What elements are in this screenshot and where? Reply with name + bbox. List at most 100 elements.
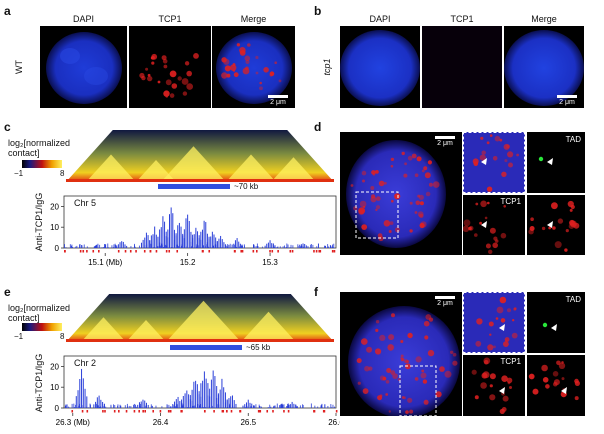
panel-f-label: f bbox=[314, 285, 318, 299]
panel-f-tcp1-label: TCP1 bbox=[500, 357, 521, 366]
annotation-mark bbox=[118, 410, 120, 413]
panel-c-colorbar-title: log₂[normalized contact] bbox=[8, 138, 71, 158]
panel-e-ylabel: Anti-TCP1/IgG bbox=[34, 353, 44, 413]
annotation-mark bbox=[255, 250, 258, 253]
x-tick-label: 15.3 bbox=[262, 258, 278, 267]
tad-domain bbox=[126, 320, 166, 342]
tad-domain bbox=[166, 300, 241, 342]
panel-d-zoom-merge bbox=[463, 132, 525, 193]
panel-f-zoom-merge bbox=[463, 292, 525, 353]
annotation-mark bbox=[287, 410, 290, 413]
y-tick-label: 10 bbox=[50, 223, 59, 232]
annotation-mark bbox=[257, 410, 260, 413]
panel-f-merge-image: 2 μm bbox=[340, 292, 462, 416]
annotation-mark bbox=[291, 250, 294, 253]
y-tick-label: 0 bbox=[55, 404, 60, 413]
annotation-mark bbox=[113, 410, 116, 413]
panel-d-label: d bbox=[314, 120, 322, 134]
annotation-mark bbox=[319, 250, 322, 253]
panel-c-span-label: ~70 kb bbox=[234, 182, 259, 191]
annotation-mark bbox=[313, 250, 315, 253]
panel-b-tcp1-header: TCP1 bbox=[450, 14, 474, 24]
annotation-mark bbox=[213, 410, 215, 413]
annotation-mark bbox=[208, 250, 211, 253]
hic-diagonal bbox=[66, 179, 334, 182]
panel-c-chrom: Chr 5 bbox=[74, 198, 97, 208]
annotation-mark bbox=[129, 250, 132, 253]
annotation-mark bbox=[143, 250, 146, 253]
panel-e-colorbar-title: log₂[normalized contact] bbox=[8, 303, 71, 323]
panel-c-hic-map bbox=[66, 130, 334, 182]
annotation-mark bbox=[240, 250, 243, 253]
tad-domain bbox=[161, 146, 226, 182]
annotation-mark bbox=[92, 250, 95, 253]
panel-d-tcp1-label: TCP1 bbox=[500, 197, 521, 206]
annotation-mark bbox=[168, 250, 171, 253]
panel-a-dapi-image bbox=[40, 26, 127, 108]
annotation-mark bbox=[169, 410, 172, 413]
annotation-mark bbox=[225, 410, 228, 413]
panel-a-scalebar: 2 μm bbox=[265, 95, 291, 106]
annotation-mark bbox=[277, 250, 279, 253]
annotation-mark bbox=[102, 410, 104, 413]
annotation-mark bbox=[333, 250, 336, 253]
panel-b-merge-image: 2 μm bbox=[504, 26, 584, 108]
annotation-mark bbox=[272, 410, 274, 413]
hic-diagonal bbox=[66, 339, 334, 342]
x-tick-label: 26.5 bbox=[240, 418, 256, 427]
panel-b-tcp1-image bbox=[422, 26, 502, 108]
panel-f-tad-label: TAD bbox=[565, 295, 581, 304]
annotation-mark bbox=[144, 410, 146, 413]
annotation-mark bbox=[233, 250, 236, 253]
annotation-mark bbox=[230, 410, 233, 413]
annotation-mark bbox=[315, 250, 318, 253]
annotation-mark bbox=[142, 410, 144, 413]
panel-e-cb-max: 8 bbox=[60, 332, 65, 341]
panel-d-scalebar: 2 μm bbox=[432, 136, 458, 147]
panel-a-merge-image: 2 μm bbox=[212, 26, 295, 108]
annotation-mark bbox=[138, 410, 140, 413]
annotation-mark bbox=[201, 250, 204, 253]
annotation-mark bbox=[239, 410, 242, 413]
panel-f-zoom-tcp1-2 bbox=[527, 355, 585, 416]
annotation-mark bbox=[124, 250, 127, 253]
annotation-mark bbox=[86, 410, 89, 413]
panel-f-scalebar: 2 μm bbox=[432, 296, 458, 307]
panel-a-genotype: WT bbox=[14, 60, 24, 74]
panel-c-colorbar bbox=[22, 160, 62, 168]
annotation-mark bbox=[222, 410, 225, 413]
annotation-mark bbox=[318, 250, 321, 253]
annotation-mark bbox=[81, 410, 84, 413]
annotation-mark bbox=[82, 250, 85, 253]
panel-c-label: c bbox=[4, 120, 11, 134]
tad-domain bbox=[226, 154, 276, 182]
tad-domain bbox=[86, 154, 136, 182]
panel-b-label: b bbox=[314, 4, 322, 18]
panel-e-label: e bbox=[4, 285, 11, 299]
panel-e-colorbar bbox=[22, 323, 62, 331]
panel-a-label: a bbox=[4, 4, 11, 18]
annotation-mark bbox=[104, 410, 106, 413]
panel-e-chart: 0 10 20 26.3 (Mb) 26.4 26.5 26.6 bbox=[50, 352, 340, 432]
x-tick-label: 15.1 (Mb) bbox=[88, 258, 123, 267]
y-tick-label: 20 bbox=[50, 202, 59, 211]
tad-domain bbox=[241, 311, 296, 342]
annotation-mark bbox=[221, 410, 224, 413]
y-tick-label: 10 bbox=[50, 383, 59, 392]
panel-b-dapi-header: DAPI bbox=[369, 14, 391, 24]
panel-f-zoom-tcp1: TCP1 bbox=[463, 355, 525, 416]
x-tick-label: 26.4 bbox=[153, 418, 169, 427]
annotation-mark bbox=[98, 250, 100, 253]
panel-e-tad-bar bbox=[170, 345, 242, 350]
x-tick-label: 26.6 bbox=[328, 418, 340, 427]
annotation-mark bbox=[241, 250, 244, 253]
panel-a-dapi-header: DAPI bbox=[72, 14, 94, 24]
y-tick-label: 0 bbox=[55, 244, 60, 253]
panel-c-tad-bar bbox=[158, 184, 230, 189]
panel-a-tcp1-image bbox=[129, 26, 211, 108]
annotation-mark bbox=[335, 410, 338, 413]
panel-b-scalebar: 2 μm bbox=[554, 95, 580, 106]
x-tick-label: 15.2 bbox=[180, 258, 196, 267]
x-tick-label: 26.3 (Mb) bbox=[56, 418, 91, 427]
